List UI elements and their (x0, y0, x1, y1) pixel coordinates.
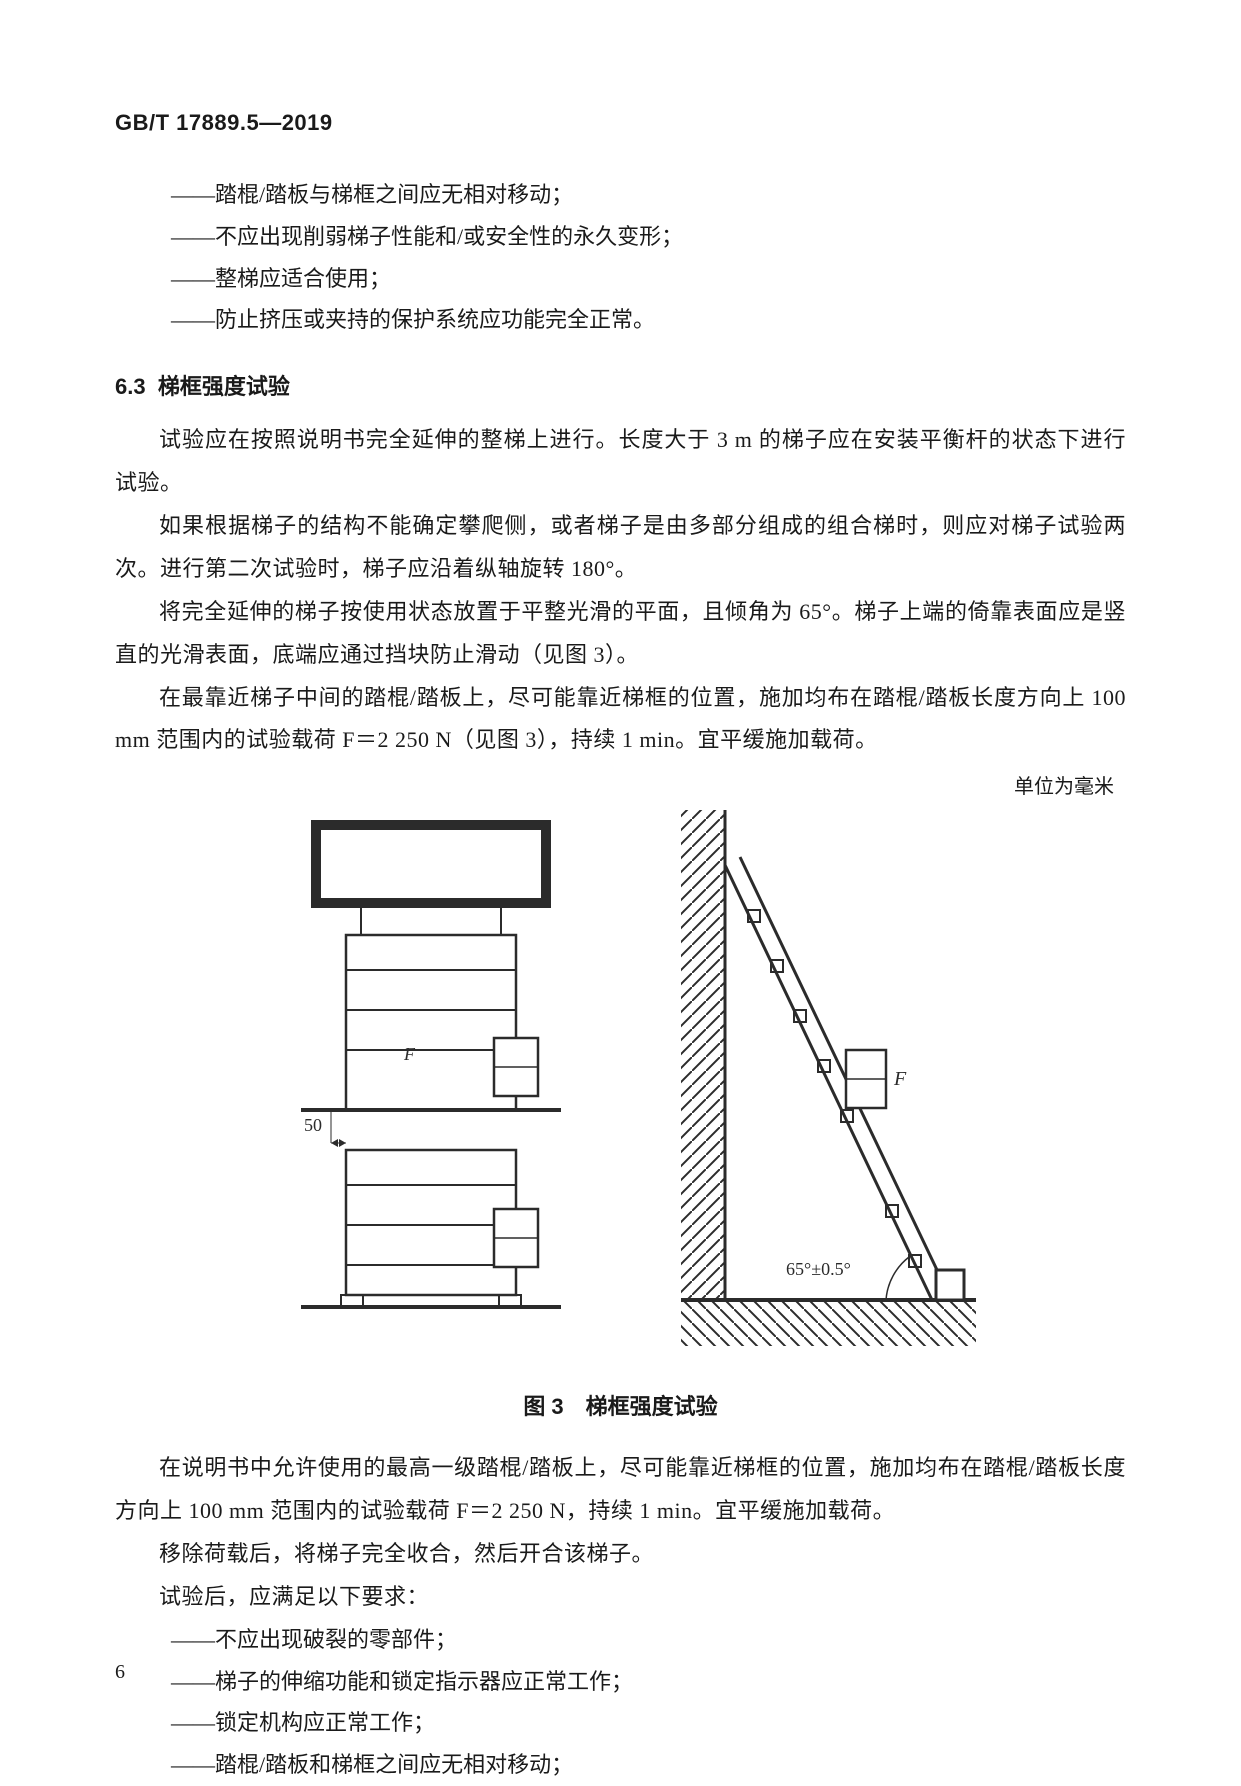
bullet-text: 防止挤压或夹持的保护系统应功能完全正常。 (215, 307, 655, 332)
list-item: 梯子的伸缩功能和锁定指示器应正常工作； (171, 1661, 1126, 1703)
paragraph: 试验应在按照说明书完全延伸的整梯上进行。长度大于 3 m 的梯子应在安装平衡杆的… (115, 419, 1126, 505)
section-heading: 6.3 梯框强度试验 (115, 369, 1126, 401)
section-number: 6.3 (115, 374, 146, 399)
bullet-text: 踏棍/踏板与梯框之间应无相对移动； (215, 182, 573, 207)
force-label-left: F (403, 1044, 416, 1064)
bullet-text: 不应出现削弱梯子性能和/或安全性的永久变形； (215, 224, 683, 249)
list-item: 不应出现削弱梯子性能和/或安全性的永久变形； (171, 216, 1126, 258)
bullet-text: 踏棍/踏板和梯框之间应无相对移动； (215, 1752, 573, 1777)
page-number: 6 (115, 1661, 125, 1684)
figure-3-left: F 50 (246, 805, 596, 1325)
paragraph: 在说明书中允许使用的最高一级踏棍/踏板上，尽可能靠近梯框的位置，施加均布在踏棍/… (115, 1447, 1126, 1533)
paragraph: 试验后，应满足以下要求： (115, 1576, 1126, 1619)
section-title: 梯框强度试验 (158, 374, 290, 399)
figure-3-right: F 65°±0.5° (636, 805, 996, 1365)
list-item: 整梯应适合使用； (171, 258, 1126, 300)
bullet-text: 整梯应适合使用； (215, 266, 391, 291)
unit-note: 单位为毫米 (115, 770, 1126, 799)
list-item: 锁定机构应正常工作； (171, 1702, 1126, 1744)
list-item: 踏棍/踏板和梯框之间应无相对移动； (171, 1744, 1126, 1786)
figure-caption: 图 3 梯框强度试验 (115, 1389, 1126, 1421)
dim-50: 50 (304, 1115, 322, 1135)
paragraph: 将完全延伸的梯子按使用状态放置于平整光滑的平面，且倾角为 65°。梯子上端的倚靠… (115, 591, 1126, 677)
list-item: 踏棍/踏板与梯框之间应无相对移动； (171, 174, 1126, 216)
doc-standard-id: GB/T 17889.5—2019 (115, 110, 1126, 136)
force-label-right: F (893, 1068, 907, 1090)
bullet-text: 不应出现破裂的零部件； (215, 1627, 457, 1652)
list-item: 防止挤压或夹持的保护系统应功能完全正常。 (171, 299, 1126, 341)
bullet-text: 锁定机构应正常工作； (215, 1710, 435, 1735)
top-bullet-list: 踏棍/踏板与梯框之间应无相对移动； 不应出现削弱梯子性能和/或安全性的永久变形；… (115, 174, 1126, 341)
paragraph: 移除荷载后，将梯子完全收合，然后开合该梯子。 (115, 1533, 1126, 1576)
paragraph: 如果根据梯子的结构不能确定攀爬侧，或者梯子是由多部分组成的组合梯时，则应对梯子试… (115, 505, 1126, 591)
bullet-text: 梯子的伸缩功能和锁定指示器应正常工作； (215, 1669, 633, 1694)
list-item: 不应出现破裂的零部件； (171, 1619, 1126, 1661)
bottom-bullet-list: 不应出现破裂的零部件； 梯子的伸缩功能和锁定指示器应正常工作； 锁定机构应正常工… (115, 1619, 1126, 1786)
paragraph: 在最靠近梯子中间的踏棍/踏板上，尽可能靠近梯框的位置，施加均布在踏棍/踏板长度方… (115, 677, 1126, 763)
angle-label: 65°±0.5° (786, 1259, 851, 1279)
figure-3: F 50 (115, 805, 1126, 1365)
